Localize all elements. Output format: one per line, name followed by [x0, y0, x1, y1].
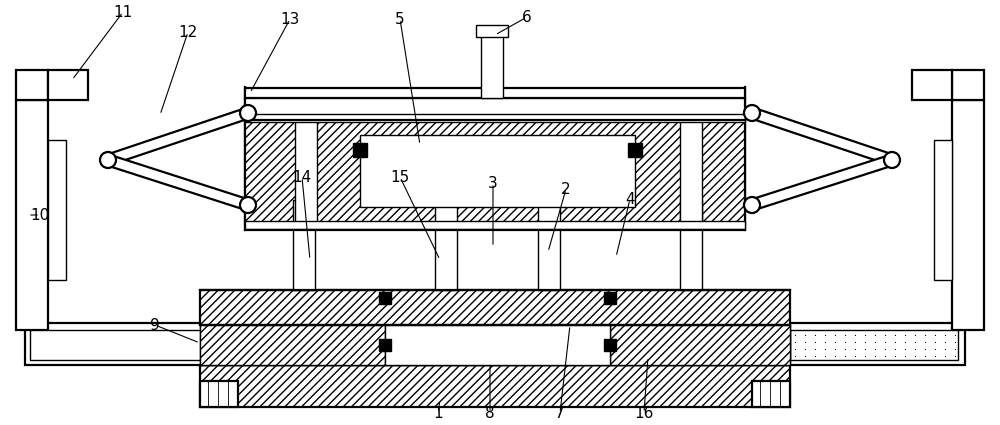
Bar	[476, 25, 508, 37]
Bar	[680, 200, 702, 290]
Text: 1: 1	[433, 405, 443, 420]
Polygon shape	[106, 155, 250, 210]
Circle shape	[240, 197, 256, 213]
Bar	[25, 323, 965, 365]
Bar	[200, 381, 238, 407]
Bar	[200, 290, 790, 325]
Text: 7: 7	[555, 405, 565, 420]
Bar	[245, 221, 745, 229]
Bar	[790, 330, 958, 360]
Text: 6: 6	[522, 9, 532, 25]
Text: 10: 10	[30, 207, 50, 223]
Polygon shape	[750, 108, 894, 165]
Bar	[952, 70, 984, 100]
Polygon shape	[628, 143, 642, 157]
Text: 13: 13	[280, 11, 300, 26]
Text: 3: 3	[488, 176, 498, 190]
Polygon shape	[200, 325, 385, 365]
Bar	[200, 323, 790, 365]
Bar	[245, 114, 745, 122]
Bar	[16, 100, 48, 330]
Text: 12: 12	[178, 25, 198, 40]
Polygon shape	[353, 143, 367, 157]
Polygon shape	[379, 292, 391, 304]
Bar	[200, 365, 790, 407]
Polygon shape	[106, 108, 250, 165]
Circle shape	[240, 105, 256, 121]
Polygon shape	[604, 339, 616, 351]
Circle shape	[100, 152, 116, 168]
Bar	[435, 200, 457, 290]
Text: 11: 11	[113, 5, 133, 20]
Polygon shape	[379, 339, 391, 351]
Bar	[952, 100, 984, 330]
Bar	[385, 325, 610, 365]
Bar	[295, 120, 317, 225]
Text: 2: 2	[561, 181, 571, 196]
Circle shape	[884, 152, 900, 168]
Bar	[538, 200, 560, 290]
Text: 5: 5	[395, 11, 405, 26]
Circle shape	[744, 197, 760, 213]
Text: 15: 15	[390, 170, 410, 184]
Bar	[16, 70, 48, 100]
Bar	[293, 200, 315, 290]
Text: 4: 4	[625, 192, 635, 207]
Bar	[30, 330, 202, 360]
Text: 16: 16	[634, 405, 654, 420]
Text: 8: 8	[485, 405, 495, 420]
Bar	[360, 135, 635, 207]
Polygon shape	[750, 155, 894, 210]
Circle shape	[744, 105, 760, 121]
Bar	[245, 98, 745, 120]
Bar	[680, 120, 702, 225]
Bar	[245, 120, 745, 225]
Bar	[752, 381, 790, 407]
Bar	[48, 70, 88, 100]
Bar	[934, 140, 952, 280]
Bar	[912, 70, 952, 100]
Text: 14: 14	[292, 170, 312, 184]
Bar	[48, 140, 66, 280]
Polygon shape	[610, 325, 790, 365]
Bar	[245, 88, 745, 98]
Polygon shape	[604, 292, 616, 304]
Bar	[481, 33, 503, 98]
Bar	[210, 345, 780, 360]
Text: 9: 9	[150, 317, 160, 332]
